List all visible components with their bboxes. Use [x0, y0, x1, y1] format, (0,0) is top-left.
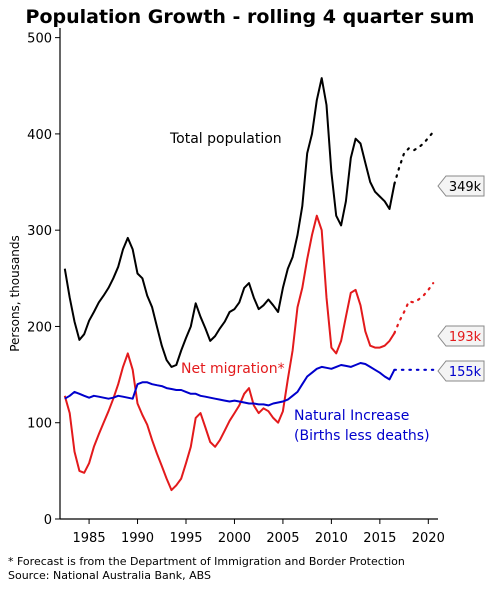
- total-population-forecast-line: [393, 130, 435, 186]
- annotation-label: Natural Increase: [294, 408, 409, 424]
- chart-title: Population Growth - rolling 4 quarter su…: [25, 6, 475, 28]
- y-tick-label: 500: [27, 32, 52, 47]
- source-note: Source: National Australia Bank, ABS: [8, 569, 211, 582]
- end-value-label: 349k: [449, 180, 482, 195]
- total-population-line: [63, 77, 396, 368]
- forecast-note: * Forecast is from the Department of Imm…: [8, 555, 405, 568]
- end-value-label: 193k: [449, 330, 482, 345]
- net-migration-forecast-line: [393, 282, 435, 335]
- x-tick-label: 2010: [315, 531, 348, 546]
- net-migration-line: [63, 214, 396, 492]
- x-tick-label: 2005: [266, 531, 299, 546]
- end-value-tag: [437, 325, 485, 347]
- end-value-label: 155k: [449, 365, 482, 380]
- end-labels: 349k 193k 155k: [437, 175, 485, 382]
- annotations: Total population Net migration* Natural In…: [169, 131, 430, 444]
- x-tick-label: 1985: [73, 531, 106, 546]
- series-layer: [63, 77, 435, 492]
- annotation-label: Net migration*: [181, 361, 285, 377]
- end-value-tag: [437, 360, 485, 382]
- natural-increase-line: [64, 362, 396, 407]
- annotation-label: Total population: [169, 131, 282, 147]
- annotation-label: (Births less deaths): [294, 428, 430, 444]
- footnote: * Forecast is from the Department of Imm…: [8, 555, 405, 583]
- y-axis-label: Persons, thousands: [8, 235, 22, 352]
- y-tick-label: 300: [27, 224, 52, 239]
- x-tick-label: 2015: [363, 531, 396, 546]
- y-tick-label: 200: [27, 320, 52, 335]
- x-tick-label: 2000: [218, 531, 251, 546]
- x-tick-label: 1995: [169, 531, 202, 546]
- y-tick-label: 400: [27, 128, 52, 143]
- y-tick-label: 100: [27, 417, 52, 432]
- x-tick-label: 2020: [412, 531, 445, 546]
- end-value-tag: [437, 175, 485, 197]
- y-tick-label: 0: [44, 513, 52, 528]
- x-tick-label: 1990: [121, 531, 154, 546]
- axes: 0 100 200 300 400 500 1985 1990 1995 2000 2005 2010…: [8, 28, 445, 546]
